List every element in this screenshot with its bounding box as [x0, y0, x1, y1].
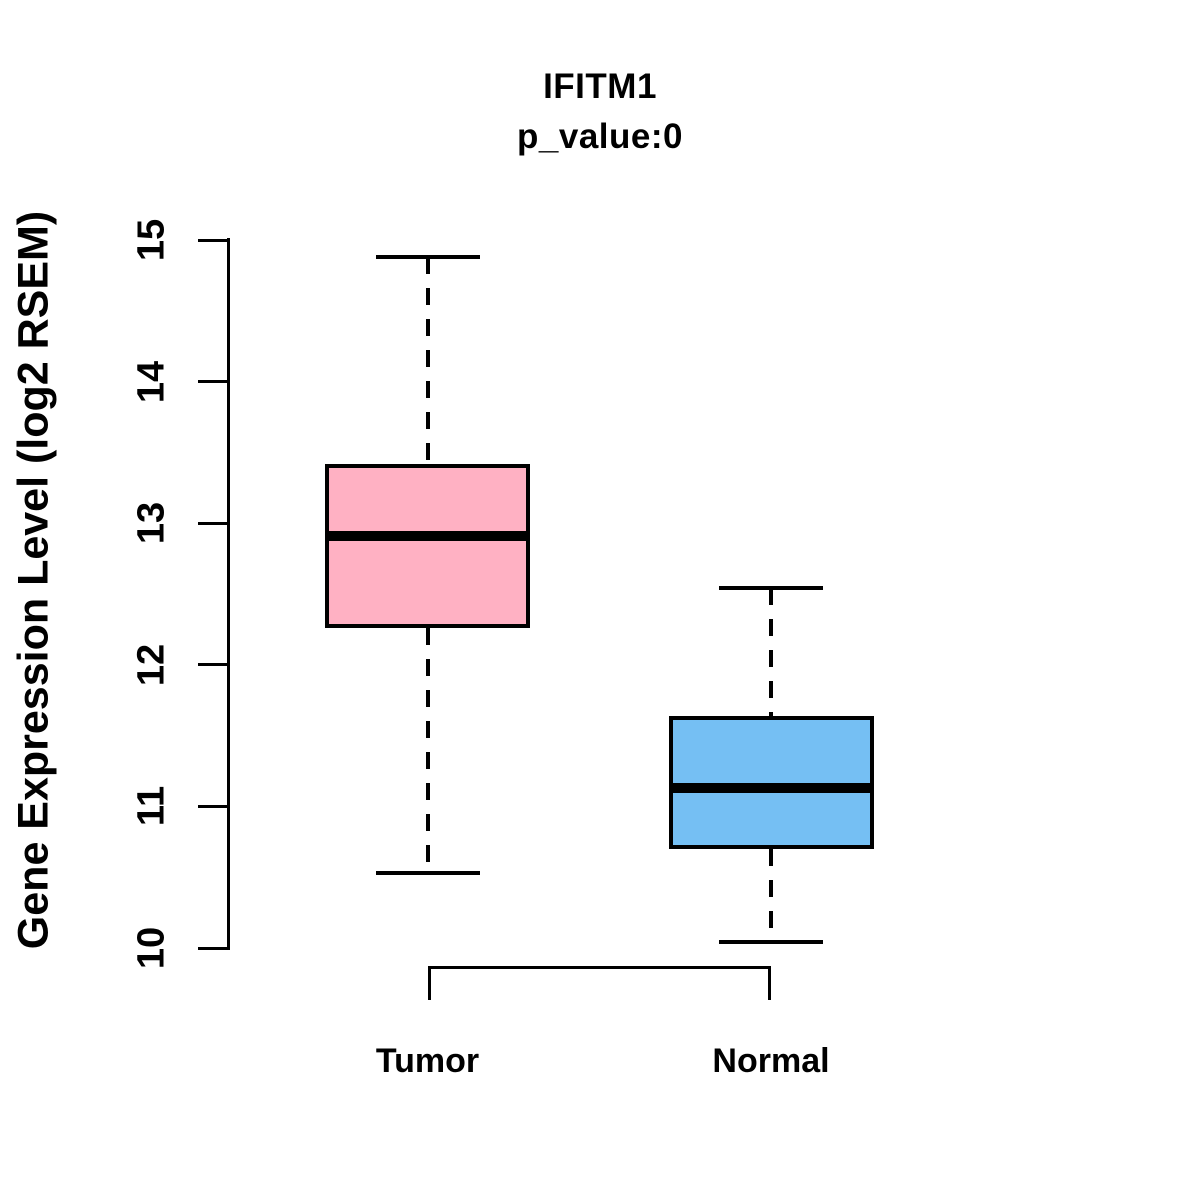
y-tick-label: 11: [130, 786, 173, 827]
upper-whisker-line: [769, 588, 773, 716]
iqr-box: [668, 715, 874, 849]
y-tick-label: 14: [130, 360, 173, 403]
y-tick-mark: [198, 804, 230, 808]
y-tick-label: 13: [130, 502, 173, 545]
y-tick-label: 10: [130, 926, 173, 970]
median-line: [668, 782, 874, 793]
x-axis-label: Tumor: [375, 1042, 480, 1080]
bracket-horizontal-line: [427, 966, 771, 969]
bracket-right-end: [768, 966, 771, 1000]
lower-whisker-line: [769, 848, 773, 943]
upper-whisker-line: [425, 256, 430, 464]
median-line: [325, 530, 530, 541]
y-tick-mark: [198, 380, 230, 384]
upper-whisker-cap: [375, 254, 480, 259]
y-tick-mark: [198, 946, 230, 950]
chart-subtitle: p_value:0: [517, 117, 683, 156]
lower-whisker-cap: [375, 870, 480, 875]
x-axis-label: Normal: [712, 1042, 830, 1080]
y-tick-label: 12: [130, 643, 173, 686]
y-tick-mark: [198, 663, 230, 667]
y-tick-mark: [198, 521, 230, 525]
bracket-left-end: [427, 966, 431, 1000]
y-axis-label: Gene Expression Level (log2 RSEM): [9, 210, 58, 950]
lower-whisker-line: [425, 627, 430, 873]
upper-whisker-cap: [719, 586, 823, 591]
chart-title-block: IFITM1 p_value:0: [0, 66, 1200, 157]
y-axis-line: [227, 238, 230, 950]
iqr-box: [325, 463, 530, 628]
y-tick-label: 15: [130, 218, 173, 262]
lower-whisker-cap: [719, 940, 823, 945]
y-tick-mark: [198, 238, 230, 242]
chart-title: IFITM1: [543, 67, 657, 106]
